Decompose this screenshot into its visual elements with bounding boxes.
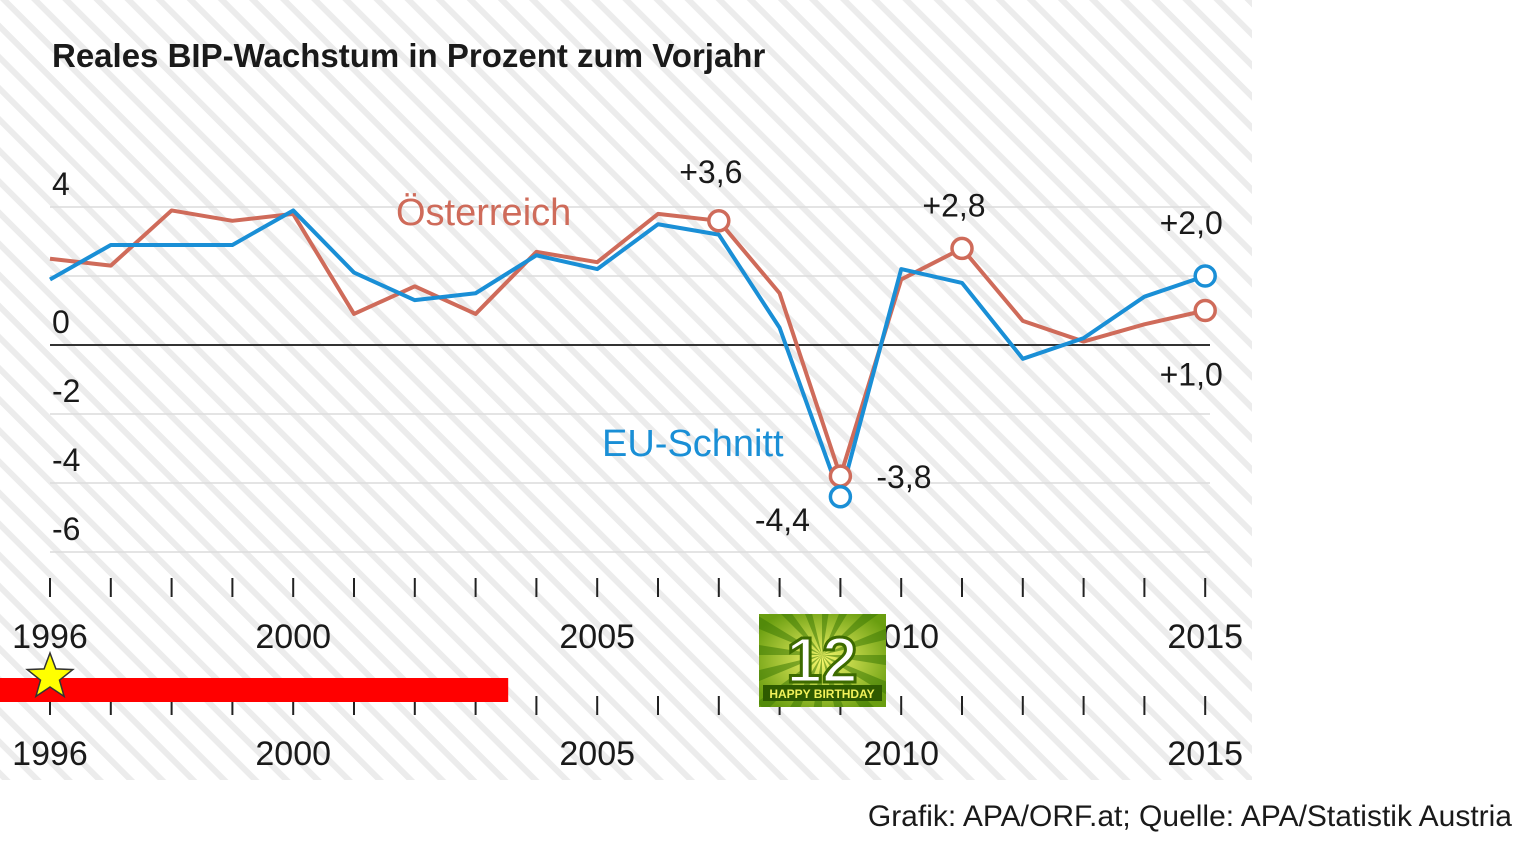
data-point-marker bbox=[950, 236, 974, 261]
timeline-label: 1996 bbox=[12, 735, 88, 773]
x-tick-label: 2000 bbox=[255, 618, 331, 656]
y-tick-label: -2 bbox=[52, 373, 80, 409]
data-label: +2,0 bbox=[1160, 205, 1223, 241]
series-line-eu-schnitt bbox=[49, 208, 1206, 499]
chart-title: Reales BIP-Wachstum in Prozent zum Vorja… bbox=[52, 37, 765, 74]
grid-lines bbox=[50, 206, 1210, 553]
timeline-label: 2000 bbox=[255, 735, 331, 773]
chart-background bbox=[0, 0, 1252, 780]
y-tick-label: -6 bbox=[52, 511, 80, 547]
data-label: +1,0 bbox=[1160, 357, 1223, 393]
data-point-marker bbox=[828, 464, 853, 488]
data-label: +2,8 bbox=[922, 187, 985, 223]
star-icon bbox=[25, 650, 75, 699]
data-label: +3,6 bbox=[679, 154, 742, 190]
timeline-progress-bar bbox=[0, 678, 509, 702]
data-point-marker bbox=[1193, 264, 1217, 288]
series-label-eu-schnitt: EU-Schnitt bbox=[602, 423, 784, 465]
badge-text: HAPPY BIRTHDAY bbox=[769, 687, 874, 701]
data-label: -3,8 bbox=[876, 459, 931, 495]
birthday-badge: 12 HAPPY BIRTHDAY bbox=[759, 614, 886, 707]
badge-ray bbox=[822, 614, 848, 655]
badge-ray bbox=[822, 655, 886, 695]
series-layer bbox=[49, 208, 1206, 499]
x-tick-label: 2005 bbox=[559, 618, 635, 656]
data-point-marker bbox=[707, 209, 731, 233]
y-tick-label: 0 bbox=[52, 304, 70, 340]
badge-ray bbox=[759, 645, 822, 655]
badge-ray bbox=[822, 655, 886, 666]
timeline-label: 2015 bbox=[1167, 735, 1243, 773]
data-label: -4,4 bbox=[755, 502, 810, 538]
y-tick-label: -4 bbox=[52, 442, 80, 478]
badge-ray bbox=[805, 614, 822, 655]
badge-ray bbox=[822, 628, 886, 655]
x-tick-label: 2015 bbox=[1167, 618, 1243, 656]
timeline-label: 2005 bbox=[559, 735, 635, 773]
series-line-österreich bbox=[49, 208, 1206, 479]
x-tick-label: 1996 bbox=[12, 618, 88, 656]
badge-ray bbox=[790, 655, 822, 707]
timeline: 1996 2000 2005 2010 2015 bbox=[0, 650, 1243, 773]
y-axis: 4 0 -2 -4 -6 bbox=[52, 166, 80, 547]
timeline-label: 2010 bbox=[863, 735, 939, 773]
y-tick-label: 4 bbox=[52, 166, 70, 202]
annotation-layer: +3,6 +2,8 +2,0 +1,0 -3,8 -4,4 bbox=[679, 154, 1223, 538]
badge-ray bbox=[822, 655, 844, 707]
series-label-oesterreich: Österreich bbox=[396, 192, 571, 234]
badge-ray bbox=[781, 614, 822, 655]
data-point-marker bbox=[1193, 298, 1217, 323]
x-axis: 1996 2000 2005 2010 2015 bbox=[12, 578, 1243, 656]
source-credit: Grafik: APA/ORF.at; Quelle: APA/Statisti… bbox=[868, 800, 1512, 833]
badge-ray bbox=[822, 614, 829, 655]
badge-ray bbox=[759, 655, 822, 682]
badge-ray bbox=[822, 614, 879, 655]
data-point-marker bbox=[828, 485, 853, 509]
